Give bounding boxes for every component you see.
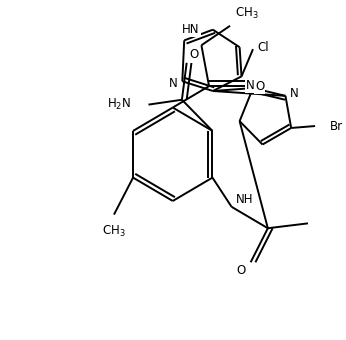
Text: N: N (290, 87, 299, 100)
Text: O: O (190, 49, 199, 62)
Text: N: N (246, 79, 255, 92)
Text: N: N (290, 87, 299, 100)
Text: H$_2$N: H$_2$N (107, 97, 131, 112)
Text: H$_2$N: H$_2$N (107, 97, 131, 112)
Text: CH$_3$: CH$_3$ (102, 224, 126, 239)
Text: CH$_3$: CH$_3$ (235, 7, 257, 21)
Text: Br: Br (329, 120, 343, 133)
Text: O: O (236, 264, 246, 276)
Text: CH$_3$: CH$_3$ (235, 6, 258, 21)
Text: O: O (190, 49, 199, 62)
Text: Cl: Cl (258, 41, 270, 54)
Text: N: N (169, 77, 177, 90)
Text: N: N (169, 77, 177, 90)
Text: CH$_3$: CH$_3$ (103, 224, 125, 238)
Text: NH: NH (236, 192, 254, 205)
Text: NH: NH (236, 192, 254, 205)
Text: HN: HN (182, 22, 200, 35)
Text: HN: HN (182, 22, 200, 35)
Text: O: O (236, 264, 246, 276)
Text: Cl: Cl (258, 41, 270, 54)
Text: O: O (255, 80, 264, 92)
Text: O: O (255, 80, 264, 92)
Text: N: N (246, 79, 255, 92)
Text: Br: Br (329, 120, 343, 133)
